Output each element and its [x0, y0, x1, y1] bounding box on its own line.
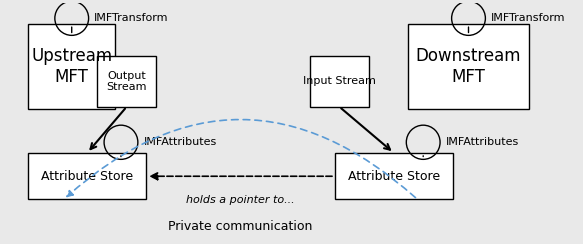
Text: Upstream
MFT: Upstream MFT [31, 47, 113, 86]
Text: Private communication: Private communication [168, 220, 312, 233]
FancyBboxPatch shape [335, 153, 453, 200]
FancyBboxPatch shape [408, 24, 529, 109]
Text: IMFAttributes: IMFAttributes [143, 137, 217, 147]
FancyArrowPatch shape [67, 120, 416, 198]
Text: Output
Stream: Output Stream [107, 71, 147, 92]
Text: IMFAttributes: IMFAttributes [446, 137, 519, 147]
Text: Downstream
MFT: Downstream MFT [416, 47, 521, 86]
Text: holds a pointer to...: holds a pointer to... [186, 195, 295, 205]
Text: IMFTransform: IMFTransform [94, 13, 168, 23]
FancyBboxPatch shape [97, 56, 156, 106]
Text: Input Stream: Input Stream [303, 76, 375, 86]
Text: Attribute Store: Attribute Store [41, 170, 134, 183]
FancyBboxPatch shape [28, 24, 115, 109]
FancyBboxPatch shape [310, 56, 368, 106]
FancyBboxPatch shape [28, 153, 146, 200]
Text: IMFTransform: IMFTransform [491, 13, 566, 23]
Text: Attribute Store: Attribute Store [348, 170, 440, 183]
